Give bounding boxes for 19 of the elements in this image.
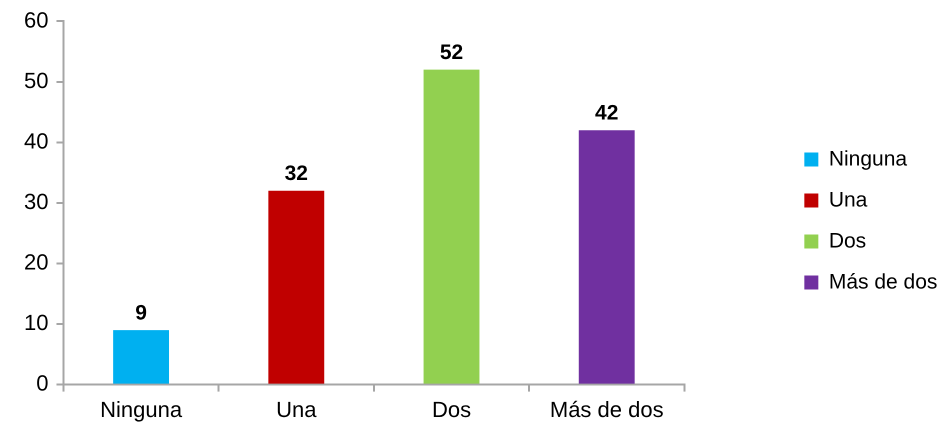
data-label: 9 [135, 301, 147, 324]
y-tick-label: 50 [24, 68, 48, 93]
x-tick-label: Ninguna [100, 396, 183, 422]
data-label: 52 [440, 40, 464, 64]
x-tick-label: Una [276, 396, 318, 422]
y-tick-label: 10 [24, 310, 48, 336]
y-tick-label: 60 [24, 7, 48, 32]
legend-label: Más de dos [828, 270, 938, 294]
y-tick-label: 30 [24, 188, 48, 214]
legend-label: Una [828, 188, 868, 212]
x-tick-label: Dos [432, 396, 472, 422]
legend-label: Ninguna [828, 147, 908, 170]
x-tick-label: Más de dos [550, 396, 664, 422]
data-label: 42 [595, 102, 618, 125]
data-label: 32 [284, 162, 308, 186]
y-tick-label: 20 [24, 250, 48, 275]
y-tick-label: 0 [36, 370, 48, 396]
legend-label: Dos [828, 229, 866, 252]
y-tick-label: 40 [24, 128, 48, 154]
